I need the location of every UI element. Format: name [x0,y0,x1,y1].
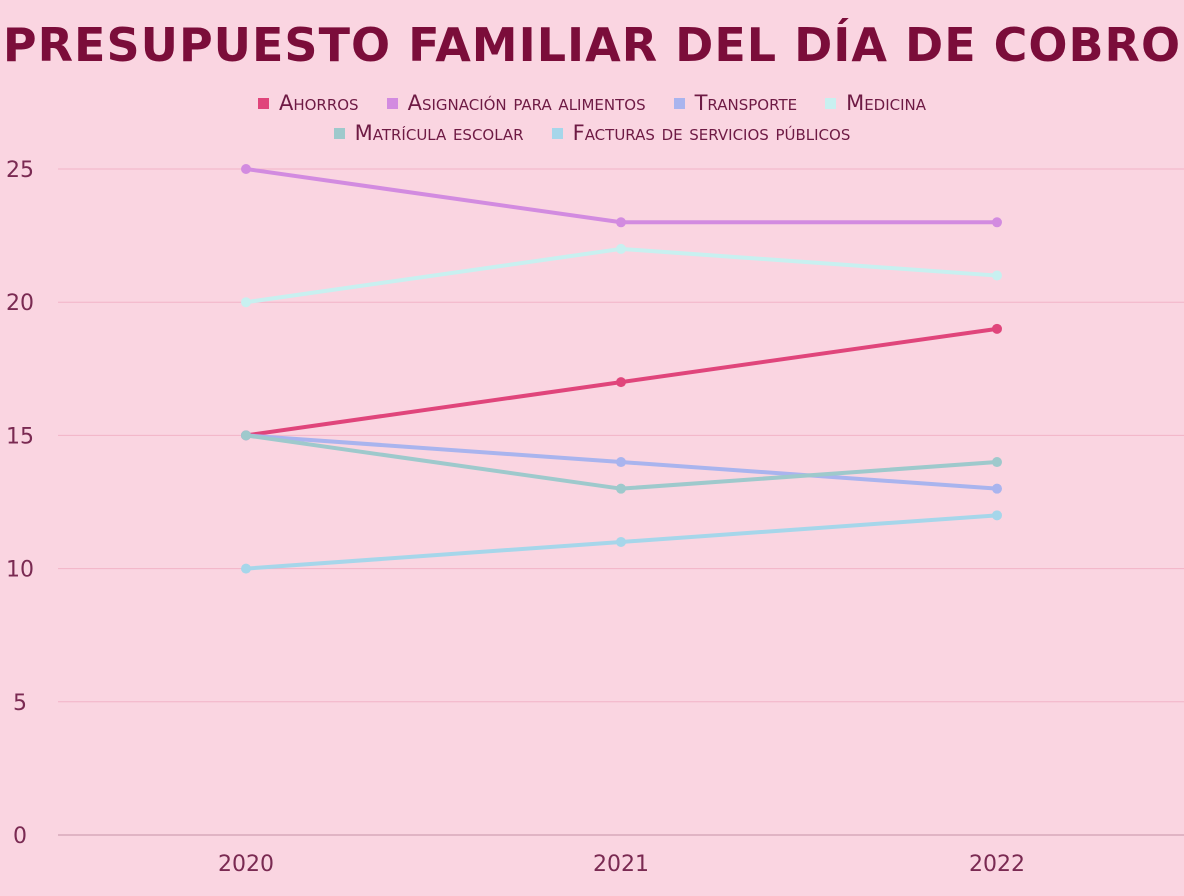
legend-item: Transporte [673,88,798,118]
legend-item: Asignación para alimentos [386,88,646,118]
data-point [616,483,626,494]
legend-item: Medicina [825,88,926,118]
data-point [992,217,1002,228]
legend-item: Facturas de servicios públicos [551,118,851,148]
data-point [616,457,626,468]
data-point [616,536,626,547]
legend-swatch [386,98,398,109]
y-tick-label: 15 [6,424,34,449]
x-tick-label: 2021 [593,852,649,877]
x-tick-label: 2020 [218,852,274,877]
data-point [616,377,626,388]
data-point [241,563,251,574]
legend-swatch [825,98,837,109]
data-point [241,164,251,174]
data-point [241,297,251,308]
legend-swatch [673,98,685,109]
legend-label: Ahorros [278,91,359,115]
legend-swatch [257,98,269,109]
legend-label: Medicina [846,91,927,115]
data-point [992,510,1002,521]
data-point [992,457,1002,468]
data-point [616,243,626,254]
y-tick-label: 5 [13,691,27,716]
data-point [241,430,251,441]
chart-title: PRESUPUESTO FAMILIAR DEL DÍA DE COBRO [2,18,1182,72]
series-line [245,246,998,305]
legend-label: Asignación para alimentos [407,91,646,115]
legend-label: Facturas de servicios públicos [572,121,851,145]
legend-swatch [333,128,345,139]
legend: Ahorros Asignación para alimentos Transpor… [90,88,1094,148]
y-tick-label: 20 [6,291,34,316]
legend-item: Ahorros [257,88,359,118]
series-line [245,167,997,225]
data-point [992,270,1002,281]
legend-label: Matrícula escolar [354,121,524,145]
data-point [992,323,1002,334]
y-tick-label: 25 [6,158,34,183]
y-tick-label: 0 [13,824,27,849]
legend-swatch [551,128,563,139]
data-point [992,483,1002,494]
x-tick-label: 2022 [969,852,1025,877]
y-tick-label: 10 [6,558,34,583]
legend-label: Transporte [694,91,798,115]
data-point [616,217,626,228]
legend-item: Matrícula escolar [333,118,524,148]
